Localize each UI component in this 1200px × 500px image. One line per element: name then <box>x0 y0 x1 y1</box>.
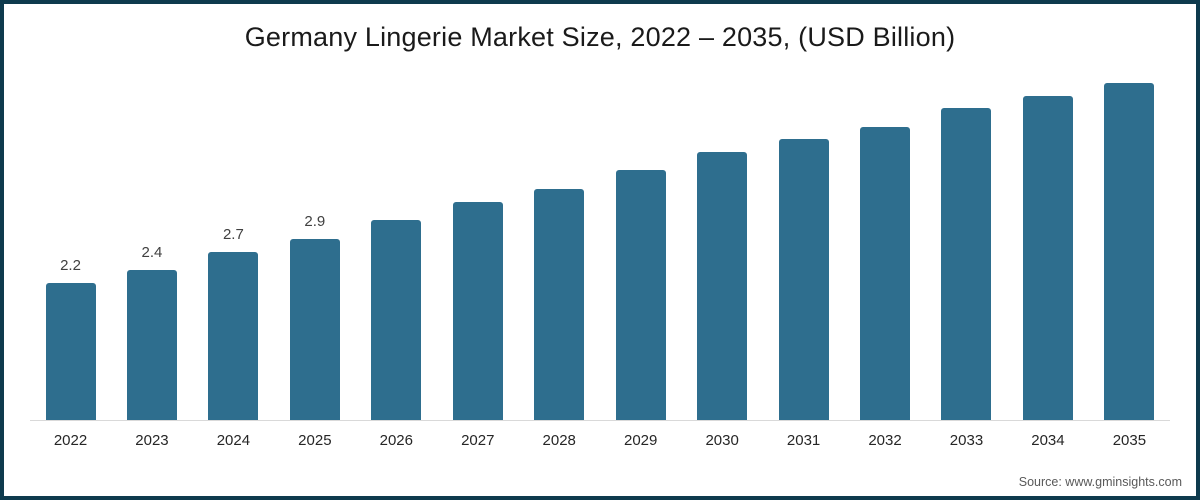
bar-value-label: 2.9 <box>304 213 326 230</box>
bar-value-label: 2.4 <box>141 244 163 262</box>
x-axis-tick-label: 2025 <box>298 432 332 449</box>
bar-column: 2028 <box>519 4 600 470</box>
bar <box>941 108 992 420</box>
x-axis-tick-label: 2032 <box>868 432 902 449</box>
bar <box>697 151 748 420</box>
bar-column: 2.4 2023 <box>111 4 192 470</box>
bar-column: 2026 <box>356 4 437 470</box>
bar <box>452 201 503 420</box>
bar <box>860 126 911 420</box>
bar <box>371 220 422 420</box>
bar-column: 2033 <box>926 4 1007 470</box>
bar-column: 2032 <box>845 4 926 470</box>
bar-column: 2034 <box>1007 4 1088 470</box>
x-axis-tick-label: 2023 <box>135 432 169 449</box>
bar <box>1022 95 1073 420</box>
x-axis-tick-label: 2028 <box>542 432 576 449</box>
bar-column: 2.7 2024 <box>193 4 274 470</box>
bar-column: 2030 <box>682 4 763 470</box>
source-credit: Source: www.gminsights.com <box>1018 475 1182 489</box>
bar-chart: 2.2 2022 2.4 2023 2.7 2024 2.9 2025 2026 2027 2028… <box>30 4 1170 470</box>
bar <box>534 189 585 420</box>
x-axis-tick-label: 2035 <box>1112 432 1147 449</box>
x-axis-tick-label: 2026 <box>379 432 413 449</box>
x-axis-line <box>30 420 1170 421</box>
bar-value-label: 2.2 <box>60 256 81 274</box>
bar <box>45 282 96 420</box>
x-axis-tick-label: 2031 <box>786 432 821 449</box>
bar-column: 2029 <box>600 4 681 470</box>
bar <box>615 170 666 420</box>
chart-title: Germany Lingerie Market Size, 2022 – 203… <box>244 22 956 52</box>
bar <box>126 270 177 420</box>
x-axis-tick-label: 2024 <box>216 432 251 449</box>
x-axis-tick-label: 2022 <box>53 432 88 449</box>
bar-column: 2027 <box>437 4 518 470</box>
bar-column: 2031 <box>763 4 844 470</box>
bar-column: 2.9 2025 <box>274 4 355 470</box>
bar <box>778 139 829 420</box>
x-axis-tick-label: 2029 <box>623 432 658 449</box>
bar-value-label: 2.7 <box>222 225 244 243</box>
bar <box>289 239 340 420</box>
bar <box>1104 83 1155 420</box>
x-axis-tick-label: 2027 <box>461 432 495 449</box>
x-axis-tick-label: 2033 <box>949 432 984 449</box>
x-axis-tick-label: 2034 <box>1031 432 1065 449</box>
bar-column: 2.2 2022 <box>30 4 111 470</box>
bar-column: 2035 <box>1089 4 1170 470</box>
bar <box>208 251 259 420</box>
x-axis-tick-label: 2030 <box>705 432 739 449</box>
